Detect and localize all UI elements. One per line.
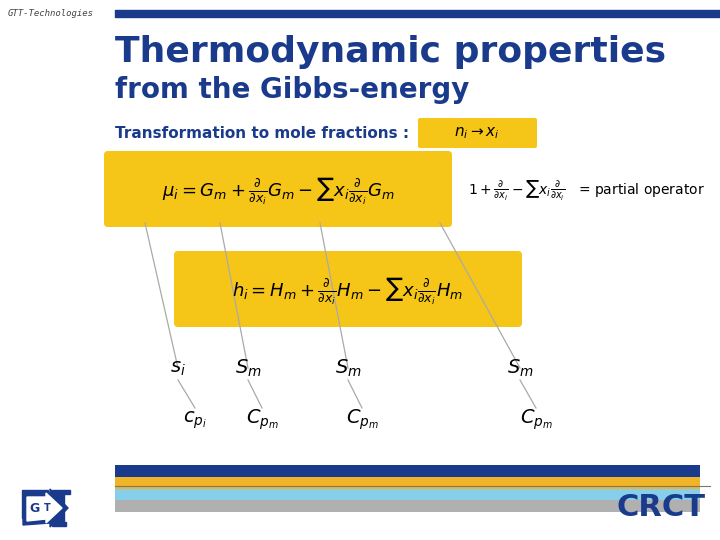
Text: G: G: [30, 502, 40, 515]
Text: Thermodynamic properties: Thermodynamic properties: [115, 35, 666, 69]
Bar: [115, 477, 700, 489]
Polygon shape: [22, 490, 48, 522]
Bar: [115, 500, 700, 512]
Text: CRCT: CRCT: [617, 494, 706, 523]
Text: $C_{p_m}$: $C_{p_m}$: [346, 408, 379, 432]
Text: GTT-Technologies: GTT-Technologies: [8, 9, 94, 17]
Text: $n_i \rightarrow x_i$: $n_i \rightarrow x_i$: [454, 125, 500, 141]
Text: $s_i$: $s_i$: [170, 359, 186, 377]
Text: $c_{p_i}$: $c_{p_i}$: [183, 409, 207, 431]
Text: T: T: [44, 503, 50, 513]
FancyBboxPatch shape: [174, 251, 522, 327]
Polygon shape: [23, 489, 68, 527]
Text: $h_i = H_m + \frac{\partial}{\partial x_i}H_m - \sum x_i\frac{\partial}{\partial: $h_i = H_m + \frac{\partial}{\partial x_…: [233, 275, 464, 307]
Polygon shape: [27, 493, 62, 523]
Text: Transformation to mole fractions :: Transformation to mole fractions :: [115, 125, 420, 140]
Bar: [22, 490, 64, 526]
FancyBboxPatch shape: [104, 151, 452, 227]
Text: $\mu_i = G_m + \frac{\partial}{\partial x_i}G_m - \sum x_i\frac{\partial}{\parti: $\mu_i = G_m + \frac{\partial}{\partial …: [162, 176, 395, 207]
Text: $S_m$: $S_m$: [335, 357, 361, 379]
Text: $C_{p_m}$: $C_{p_m}$: [246, 408, 279, 432]
Polygon shape: [52, 490, 70, 526]
Text: $1+\frac{\partial}{\partial x_i} - \sum x_i\frac{\partial}{\partial x_i}$   = pa: $1+\frac{\partial}{\partial x_i} - \sum …: [468, 179, 705, 203]
FancyBboxPatch shape: [418, 118, 537, 148]
Text: from the Gibbs-energy: from the Gibbs-energy: [115, 76, 469, 104]
Bar: [115, 465, 700, 477]
Polygon shape: [38, 504, 48, 510]
Text: $C_{p_m}$: $C_{p_m}$: [520, 408, 552, 432]
Text: $S_m$: $S_m$: [235, 357, 261, 379]
Text: $S_m$: $S_m$: [507, 357, 534, 379]
Bar: [115, 489, 700, 500]
